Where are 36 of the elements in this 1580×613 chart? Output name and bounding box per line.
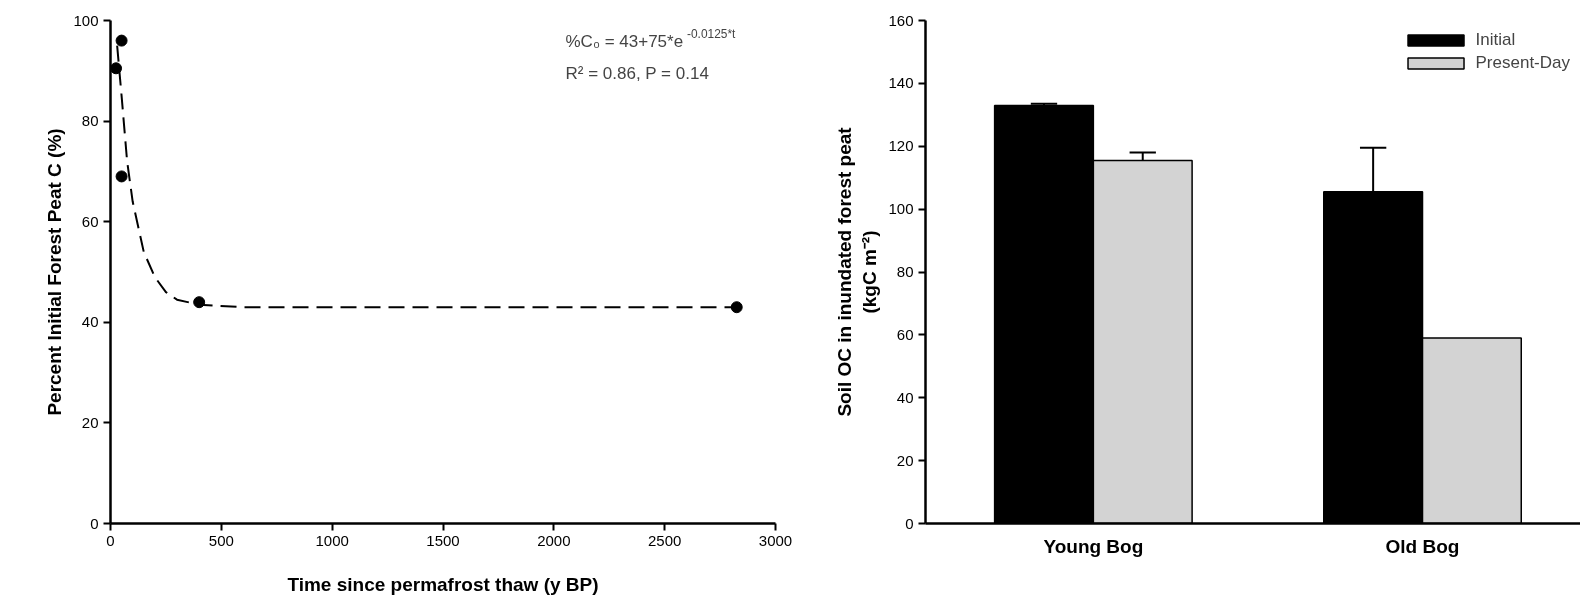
y-tick-label: 100 [888, 200, 914, 218]
y-tick-label: 40 [896, 388, 914, 406]
x-tick-label: 0 [106, 531, 115, 549]
y-tick-label: 40 [81, 313, 99, 331]
y-tick-label: 160 [888, 11, 914, 29]
x-tick-label: 1000 [315, 531, 349, 549]
x-axis-title: Time since permafrost thaw (y BP) [287, 573, 599, 595]
y-tick-label: 20 [896, 451, 914, 469]
legend-label: Initial [1475, 30, 1516, 50]
x-tick-label: 1500 [426, 531, 460, 549]
y-axis-title: Percent Initial Forest Peat C (%) [44, 128, 66, 416]
annotation: R² = 0.86, P = 0.14 [565, 63, 709, 83]
annotation: %C₀ = 43+75*e-0.0125*t [565, 27, 737, 51]
y-tick-label: 120 [888, 137, 914, 155]
y-tick-label: 60 [81, 212, 99, 230]
point [115, 34, 128, 47]
y-tick-label: 100 [73, 11, 99, 29]
point [730, 301, 743, 314]
y-tick-label: 20 [81, 413, 99, 431]
y-tick-label: 80 [896, 263, 914, 280]
y-tick-label: 0 [905, 514, 914, 532]
y-axis-title: Soil OC in inundated forest peat (kgC m⁻²) [834, 126, 881, 417]
legend-label: Present-Day [1475, 53, 1570, 73]
x-tick-label: Old Bog [1385, 535, 1460, 557]
y-tick-label: 0 [90, 514, 99, 532]
point [110, 62, 123, 75]
point [115, 170, 128, 183]
x-tick-label: 3000 [758, 531, 793, 549]
x-tick-label: 500 [208, 531, 234, 549]
x-tick-label: Young Bog [1043, 535, 1144, 557]
y-tick-label: 80 [81, 112, 99, 130]
y-tick-label: 140 [888, 74, 914, 92]
y-tick-label: 60 [896, 325, 914, 343]
point [193, 296, 206, 309]
x-tick-label: 2000 [537, 531, 571, 549]
x-tick-label: 2500 [647, 531, 682, 549]
